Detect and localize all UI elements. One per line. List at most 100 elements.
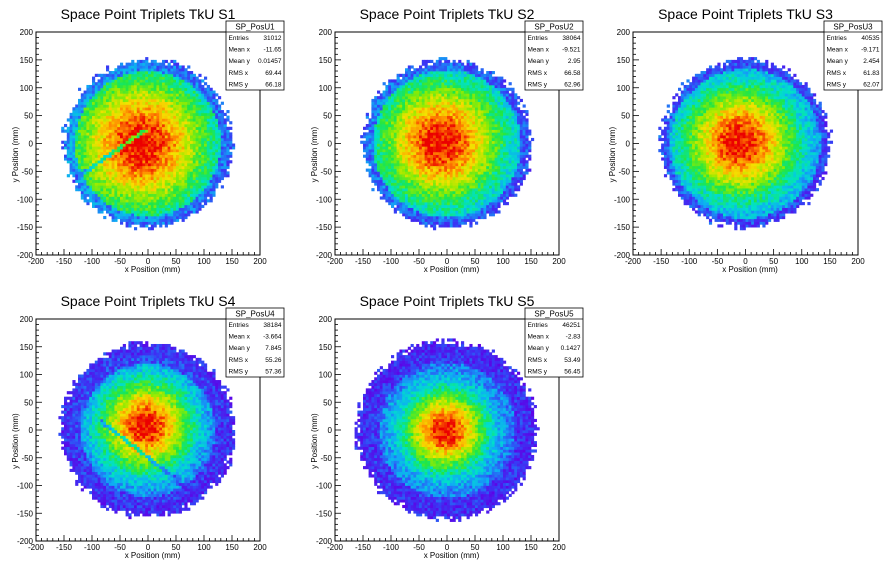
histogram-bin [466, 146, 470, 150]
histogram-bin [421, 149, 425, 153]
histogram-bin [455, 135, 459, 139]
histogram-bin [162, 132, 166, 136]
histogram-bin [461, 160, 465, 164]
histogram-bin [167, 115, 171, 119]
histogram-bin [218, 104, 222, 108]
histogram-bin [374, 179, 378, 183]
histogram-bin [136, 149, 140, 153]
histogram-bin [209, 163, 213, 167]
histogram-bin [192, 87, 196, 91]
histogram-bin [223, 137, 227, 142]
x-tick-label: 100 [197, 257, 211, 266]
histogram-bin [153, 210, 157, 214]
histogram-bin [192, 210, 196, 214]
histogram-bin [164, 149, 168, 153]
histogram-bin [94, 87, 98, 91]
histogram-bin [391, 87, 395, 91]
histogram-bin [117, 202, 121, 206]
histogram-bin [195, 115, 199, 119]
histogram-bin [159, 154, 163, 158]
histogram-bin [72, 151, 76, 155]
histogram-bin [114, 188, 118, 192]
histogram-bin [125, 224, 129, 228]
histogram-bin [159, 188, 163, 192]
histogram-bin [215, 140, 219, 144]
histogram-bin [421, 176, 425, 181]
histogram-bin [430, 115, 434, 119]
histogram-bin [139, 129, 143, 133]
histogram-bin [455, 93, 459, 97]
histogram-bin [416, 151, 420, 155]
histogram-bin [201, 115, 205, 119]
histogram-bin [466, 79, 470, 83]
histogram-bin [449, 218, 453, 222]
histogram-bin [117, 193, 121, 197]
x-tick-label: 200 [253, 257, 267, 266]
histogram-bin [419, 146, 423, 150]
histogram-bin [223, 149, 227, 153]
histogram-bin [192, 129, 196, 133]
histogram-bin [421, 160, 425, 164]
histogram-bin [447, 193, 451, 197]
histogram-bin [449, 176, 453, 181]
histogram-bin [122, 146, 126, 150]
histogram-bin [150, 213, 154, 217]
histogram-bin [438, 163, 442, 167]
histogram-bin [92, 204, 96, 208]
histogram-bin [111, 126, 115, 130]
histogram-bin [111, 118, 115, 122]
histogram-bin [184, 101, 188, 105]
histogram-bin [206, 165, 210, 169]
histogram-bin [66, 132, 70, 136]
histogram-bin [176, 76, 180, 80]
histogram-bin [209, 193, 213, 197]
histogram-bin [430, 179, 434, 183]
histogram-bin [103, 188, 107, 192]
histogram-bin [374, 171, 378, 175]
histogram-bin [466, 82, 470, 86]
histogram-bin [136, 137, 140, 142]
histogram-bin [167, 132, 171, 136]
histogram-bin [100, 98, 104, 103]
histogram-bin [469, 71, 473, 75]
histogram-bin [150, 129, 154, 133]
histogram-bin [162, 174, 166, 178]
histogram-bin [176, 165, 180, 169]
histogram-bin [368, 121, 372, 125]
histogram-bin [371, 121, 375, 125]
histogram-bin [421, 174, 425, 178]
histogram-bin [72, 118, 76, 122]
histogram-bin [463, 137, 467, 142]
histogram-bin [396, 154, 400, 158]
histogram-bin [94, 132, 98, 136]
histogram-bin [212, 110, 216, 114]
histogram-bin [377, 112, 381, 116]
histogram-bin [164, 132, 168, 136]
histogram-bin [388, 168, 392, 172]
histogram-bin [438, 188, 442, 192]
histogram-bin [455, 185, 459, 189]
histogram-bin [424, 93, 428, 97]
histogram-bin [421, 218, 425, 222]
histogram-bin [159, 129, 163, 133]
histogram-bin [190, 185, 194, 189]
histogram-bin [148, 193, 152, 197]
histogram-bin [447, 121, 451, 125]
histogram-bin [206, 87, 210, 91]
histogram-bin [192, 163, 196, 167]
histogram-bin [100, 87, 104, 91]
histogram-bin [80, 151, 84, 155]
histogram-bin [187, 101, 191, 105]
histogram-bin [201, 190, 205, 195]
histogram-bin [198, 137, 202, 142]
histogram-bin [167, 121, 171, 125]
histogram-bin [466, 213, 470, 217]
histogram-bin [382, 93, 386, 97]
histogram-bin [142, 151, 146, 155]
histogram-bin [393, 179, 397, 183]
histogram-bin [162, 104, 166, 108]
histogram-bin [89, 188, 93, 192]
histogram-bin [167, 182, 171, 186]
histogram-bin [201, 199, 205, 203]
histogram-bin [150, 196, 154, 200]
